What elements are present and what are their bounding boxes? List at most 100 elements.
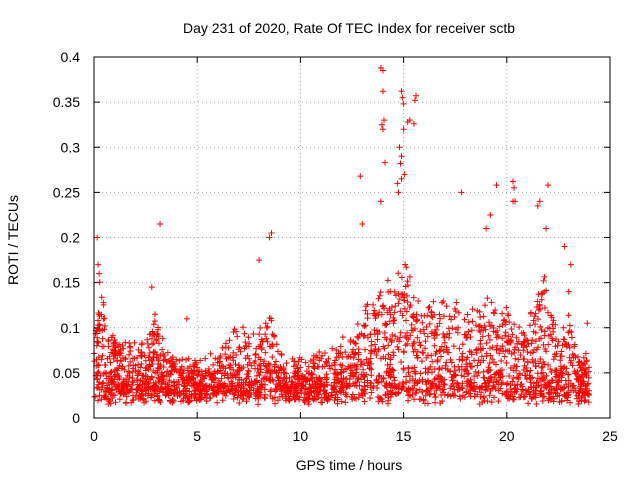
data-point xyxy=(347,364,354,371)
data-point xyxy=(293,386,300,393)
data-point xyxy=(465,377,472,384)
data-point xyxy=(219,344,226,351)
data-point xyxy=(210,383,217,390)
data-point xyxy=(149,390,156,397)
data-point xyxy=(499,390,506,397)
data-point xyxy=(359,220,366,227)
data-point xyxy=(541,289,548,296)
data-point xyxy=(499,335,506,342)
data-point xyxy=(480,393,487,400)
y-tick-label: 0 xyxy=(72,410,80,426)
data-point xyxy=(262,362,269,369)
data-point xyxy=(128,399,135,406)
data-point xyxy=(163,391,170,398)
data-point xyxy=(198,394,205,401)
y-tick-label: 0.05 xyxy=(53,365,80,381)
data-point xyxy=(390,349,397,356)
data-point xyxy=(420,350,427,357)
data-point xyxy=(197,395,204,402)
data-point xyxy=(114,367,121,374)
data-point xyxy=(410,120,417,127)
data-point xyxy=(459,357,466,364)
data-point xyxy=(268,229,275,236)
data-point xyxy=(273,358,280,365)
data-point xyxy=(364,362,371,369)
data-point xyxy=(236,376,243,383)
data-point xyxy=(428,330,435,337)
data-point xyxy=(454,380,461,387)
data-point xyxy=(459,350,466,357)
data-point xyxy=(408,321,415,328)
data-point xyxy=(518,391,525,398)
data-point xyxy=(100,370,107,377)
data-point xyxy=(200,374,207,381)
data-point xyxy=(541,328,548,335)
data-point xyxy=(483,225,490,232)
data-point xyxy=(311,364,318,371)
data-point xyxy=(579,388,586,395)
data-point xyxy=(383,369,390,376)
data-point xyxy=(358,390,365,397)
data-point xyxy=(386,369,393,376)
data-point xyxy=(539,363,546,370)
data-point xyxy=(516,370,523,377)
data-point xyxy=(445,349,452,356)
y-tick-label: 0.35 xyxy=(53,94,80,110)
data-point xyxy=(585,368,592,375)
data-point xyxy=(339,384,346,391)
data-point xyxy=(295,368,302,375)
data-point xyxy=(352,379,359,386)
data-point xyxy=(360,372,367,379)
data-point xyxy=(481,397,488,404)
data-point xyxy=(386,307,393,314)
data-point xyxy=(217,353,224,360)
data-point xyxy=(420,397,427,404)
data-point xyxy=(94,330,101,337)
data-point xyxy=(137,395,144,402)
data-point xyxy=(163,358,170,365)
data-point xyxy=(298,390,305,397)
data-point xyxy=(246,394,253,401)
data-point xyxy=(545,182,552,189)
data-point xyxy=(353,363,360,370)
data-point xyxy=(326,362,333,369)
data-point xyxy=(437,373,444,380)
data-point xyxy=(520,394,527,401)
data-point xyxy=(303,391,310,398)
data-point xyxy=(515,376,522,383)
data-point xyxy=(410,294,417,301)
data-point xyxy=(122,356,129,363)
data-point xyxy=(356,382,363,389)
data-point xyxy=(220,388,227,395)
data-point xyxy=(499,343,506,350)
data-point xyxy=(368,372,375,379)
data-point xyxy=(254,393,261,400)
data-point xyxy=(479,333,486,340)
data-point xyxy=(367,331,374,338)
y-tick-label: 0.2 xyxy=(61,230,81,246)
data-point xyxy=(242,380,249,387)
data-point xyxy=(371,327,378,334)
data-point xyxy=(261,394,268,401)
data-point xyxy=(559,370,566,377)
data-point xyxy=(538,364,545,371)
data-point xyxy=(176,357,183,364)
data-point xyxy=(377,198,384,205)
data-point xyxy=(321,363,328,370)
data-point xyxy=(425,366,432,373)
data-point xyxy=(116,341,123,348)
data-point xyxy=(505,333,512,340)
data-point xyxy=(131,339,138,346)
data-point xyxy=(185,355,192,362)
data-point xyxy=(409,342,416,349)
data-point xyxy=(490,309,497,316)
data-point xyxy=(477,314,484,321)
data-point xyxy=(391,317,398,324)
data-point xyxy=(271,361,278,368)
data-point xyxy=(178,363,185,370)
data-point xyxy=(578,367,585,374)
data-point xyxy=(126,351,133,358)
data-point xyxy=(265,367,272,374)
data-point xyxy=(402,332,409,339)
data-point xyxy=(355,356,362,363)
